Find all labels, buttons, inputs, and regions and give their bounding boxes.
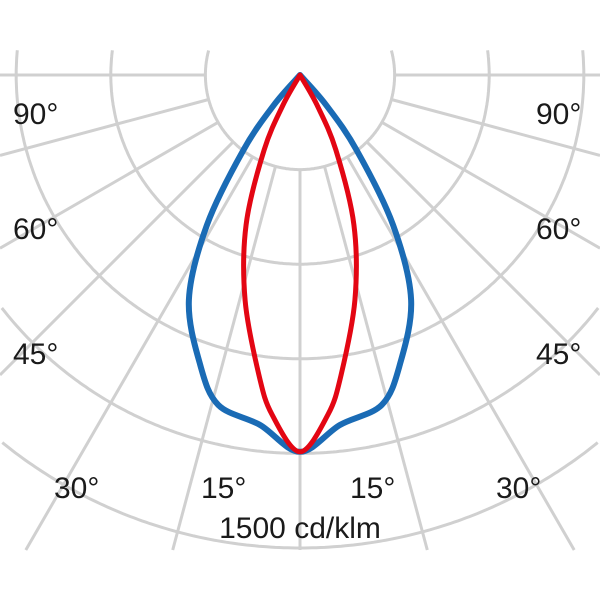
series-curve-2 <box>241 72 359 455</box>
grid-ray <box>346 156 576 551</box>
grid-ray <box>365 140 600 377</box>
polar-grid <box>0 50 600 551</box>
grid-ring <box>109 50 491 266</box>
angle-label-left-60: 60° <box>13 213 58 246</box>
angle-label-right-60: 60° <box>536 213 581 246</box>
grid-ray <box>0 140 235 377</box>
angle-label-right-45: 45° <box>536 338 581 371</box>
grid-ray <box>323 166 429 551</box>
grid-ray <box>171 166 277 551</box>
angle-label-left-15: 15° <box>201 472 246 505</box>
angle-label-right-30: 30° <box>496 472 541 505</box>
grid-ray <box>0 121 219 250</box>
grid-ray <box>24 156 254 551</box>
grid-ring <box>203 50 397 172</box>
scale-label: 1500 cd/klm <box>219 512 381 545</box>
angle-label-left-45: 45° <box>13 338 58 371</box>
grid-ray <box>381 121 600 250</box>
grid-ray <box>0 98 209 157</box>
angle-label-right-15: 15° <box>350 472 395 505</box>
grid-ray <box>391 98 600 157</box>
curves <box>185 72 415 455</box>
angle-label-right-90: 90° <box>536 98 581 131</box>
grid-ring <box>14 50 586 361</box>
angle-label-left-30: 30° <box>54 472 99 505</box>
angle-label-left-90: 90° <box>13 98 58 131</box>
